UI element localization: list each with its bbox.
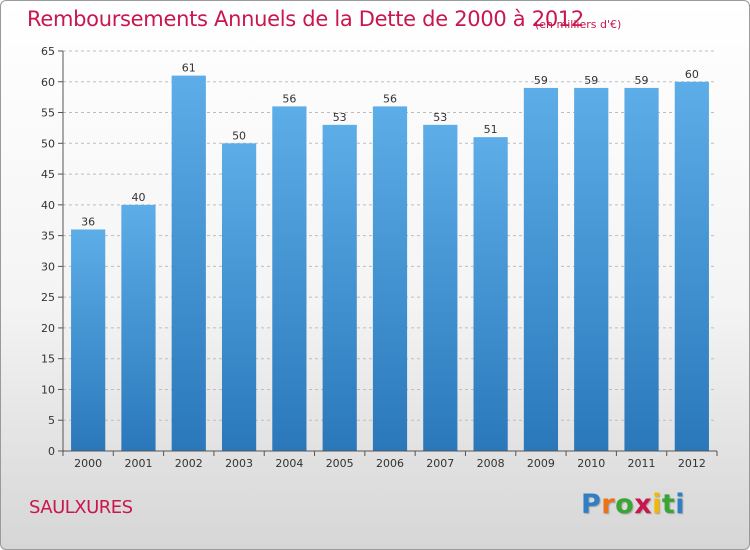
data-labels: 36 40 61 50 56 53 56 53 51 59 59 59 60	[81, 62, 699, 229]
x-tick-label-2004: 2004	[275, 457, 303, 470]
logo-letter: i	[652, 489, 662, 520]
bar-2011	[624, 87, 659, 451]
data-label-2010: 59	[584, 74, 598, 87]
data-label-2001: 40	[131, 191, 145, 204]
chart-title: Remboursements Annuels de la Dette de 20…	[27, 7, 584, 31]
x-tick-label-2000: 2000	[74, 457, 102, 470]
data-label-2003: 50	[232, 129, 246, 142]
bar-2006	[372, 106, 408, 451]
axes: 0 5 10 15 20 25 30 35 40 45 50 55 60 65 2000 2001 2002 20…	[41, 45, 718, 470]
y-tick-label-65: 65	[41, 45, 55, 58]
proxiti-logo: Proxiti	[581, 489, 685, 525]
data-label-2000: 36	[81, 215, 95, 228]
y-tick-label-10: 10	[41, 383, 55, 396]
data-label-2007: 53	[433, 111, 447, 124]
y-tick-label-35: 35	[41, 230, 55, 243]
y-tick-label-5: 5	[48, 414, 55, 427]
bars	[71, 75, 709, 452]
y-tick-label-15: 15	[41, 353, 55, 366]
bar-2002	[171, 75, 206, 451]
logo-letter: x	[634, 489, 653, 520]
logo-letter: o	[615, 489, 635, 520]
data-label-2005: 53	[333, 111, 347, 124]
y-tick-label-50: 50	[41, 137, 55, 150]
x-tick-label-2010: 2010	[577, 457, 605, 470]
y-tick-label-25: 25	[41, 291, 55, 304]
chart-subtitle: (en milliers d'€)	[535, 18, 622, 31]
logo-letter: t	[661, 489, 676, 520]
x-tick-label-2011: 2011	[628, 457, 656, 470]
bar-2005	[322, 124, 357, 451]
logo-letter: r	[601, 489, 616, 520]
y-tick-label-55: 55	[41, 107, 55, 120]
data-label-2008: 51	[484, 123, 498, 136]
bar-2004	[272, 106, 307, 451]
data-label-2004: 56	[282, 92, 296, 105]
bar-2000	[71, 229, 106, 451]
data-label-2011: 59	[635, 74, 649, 87]
logo-letter: P	[581, 489, 602, 520]
bar-2010	[574, 87, 609, 451]
bar-2012	[674, 81, 709, 452]
bar-2007	[423, 124, 458, 451]
x-tick-label-2006: 2006	[376, 457, 404, 470]
y-tick-label-20: 20	[41, 322, 55, 335]
x-tick-label-2002: 2002	[175, 457, 203, 470]
x-tick-label-2008: 2008	[477, 457, 505, 470]
bar-2009	[523, 87, 559, 451]
x-tick-label-2005: 2005	[326, 457, 354, 470]
bar-2001	[121, 204, 156, 451]
data-label-2009: 59	[534, 74, 548, 87]
bar-2008	[473, 137, 508, 451]
data-label-2012: 60	[685, 68, 699, 81]
data-label-2002: 61	[182, 62, 196, 75]
y-tick-label-45: 45	[41, 168, 55, 181]
y-tick-label-60: 60	[41, 76, 55, 89]
logo-letter: i	[675, 489, 686, 520]
commune-name: SAULXURES	[29, 497, 133, 518]
bar-2003	[221, 143, 257, 452]
x-tick-label-2009: 2009	[527, 457, 555, 470]
x-tick-label-2001: 2001	[124, 457, 152, 470]
x-tick-label-2003: 2003	[225, 457, 253, 470]
x-tick-label-2012: 2012	[678, 457, 706, 470]
x-tick-label-2007: 2007	[426, 457, 454, 470]
y-tick-label-40: 40	[41, 199, 55, 212]
data-label-2006: 56	[383, 92, 397, 105]
y-tick-label-30: 30	[41, 260, 55, 273]
y-tick-label-0: 0	[48, 445, 55, 458]
